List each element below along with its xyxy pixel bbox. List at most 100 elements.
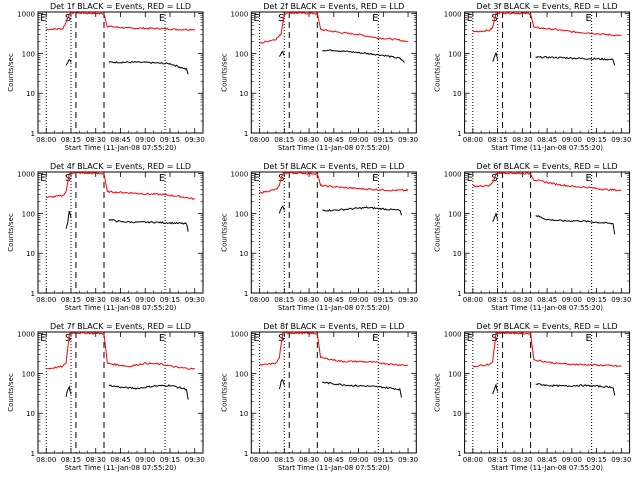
event-rate-line [278,379,285,390]
x-tick-label: 08:30 [299,136,319,144]
y-axis-label: Counts/sec [220,213,228,252]
y-tick-label: 100 [235,50,248,58]
x-tick-label: 09:30 [398,136,418,144]
y-axis-label: Counts/sec [7,213,15,252]
x-tick-label: 08:45 [324,136,344,144]
event-rate-line [535,215,616,235]
event-marker-label: S [491,333,497,344]
y-tick-label: 1000 [444,11,462,19]
event-marker-label: S [278,13,284,24]
y-tick-label: 100 [235,210,248,218]
event-marker-label: E [467,173,473,184]
chart-panel-7: Det 7f BLACK = Events, RED = LLD 1 10 100 10… [7,322,205,472]
x-tick-label: 08:15 [61,456,81,464]
plot-frame [250,171,417,294]
chart-panel-1: Det 1f BLACK = Events, RED = LLD 1 10 100 10… [7,2,205,152]
x-tick-label: 08:30 [512,456,532,464]
plot-frame [250,11,417,134]
y-axis-label: Counts/sec [434,213,442,252]
event-marker-label: E [372,173,378,184]
x-tick-label: 09:15 [587,296,607,304]
x-tick-label: 09:00 [348,456,368,464]
y-tick-label: 100 [448,370,461,378]
x-tick-label: 09:30 [185,456,205,464]
x-tick-label: 09:00 [135,296,155,304]
chart-title: Det 8f BLACK = Events, RED = LLD [263,322,404,331]
x-tick-label: 08:15 [274,296,294,304]
x-tick-label: 09:15 [373,456,393,464]
x-axis-label: Start Time (11-Jan-08 07:55:20) [491,464,603,472]
event-rate-line [278,205,285,214]
x-tick-label: 09:00 [562,296,582,304]
chart-panel-8: Det 8f BLACK = Events, RED = LLD 1 10 100 10… [220,322,418,472]
y-tick-label: 1000 [17,171,35,179]
y-tick-label: 100 [22,370,35,378]
y-tick-label: 1 [244,450,248,458]
x-tick-label: 08:45 [537,136,557,144]
x-tick-label: 09:30 [611,456,631,464]
x-tick-label: 08:00 [36,456,56,464]
event-rate-line [322,48,405,63]
event-rate-line [65,59,72,66]
y-tick-label: 1 [457,290,461,298]
y-tick-label: 10 [239,90,248,98]
x-tick-label: 09:30 [398,296,418,304]
x-tick-label: 09:00 [348,296,368,304]
x-tick-label: 08:00 [463,456,483,464]
x-tick-label: 09:00 [135,136,155,144]
y-tick-label: 1000 [230,331,248,339]
event-marker-label: E [585,173,591,184]
y-tick-label: 100 [235,370,248,378]
x-tick-label: 08:30 [299,456,319,464]
y-axis-label: Counts/sec [434,373,442,412]
x-tick-label: 09:15 [160,296,180,304]
event-rate-line [322,381,402,398]
x-tick-label: 09:00 [562,456,582,464]
x-tick-label: 09:00 [562,136,582,144]
plot-frame [37,331,204,454]
x-tick-label: 08:45 [537,296,557,304]
plot-frame [37,171,204,294]
y-tick-label: 10 [26,90,35,98]
chart-title: Det 1f BLACK = Events, RED = LLD [50,2,191,11]
chart-panel-3: Det 3f BLACK = Events, RED = LLD 1 10 100 10… [434,2,632,152]
lld-rate-line [472,171,622,192]
x-tick-label: 08:15 [274,456,294,464]
x-tick-label: 09:00 [348,136,368,144]
y-tick-label: 1 [31,450,35,458]
lld-rate-line [259,11,409,44]
x-tick-label: 08:00 [249,296,269,304]
y-tick-label: 10 [26,250,35,258]
y-tick-label: 10 [26,410,35,418]
y-tick-label: 100 [448,50,461,58]
x-tick-label: 08:15 [488,456,508,464]
event-marker-label: E [159,13,165,24]
chart-title: Det 9f BLACK = Events, RED = LLD [477,322,618,331]
chart-panel-4: Det 4f BLACK = Events, RED = LLD 1 10 100 10… [7,162,205,312]
x-tick-label: 09:15 [160,456,180,464]
x-tick-label: 09:15 [587,136,607,144]
chart-title: Det 3f BLACK = Events, RED = LLD [477,2,618,11]
x-tick-label: 08:45 [537,456,557,464]
event-rate-line [65,210,72,229]
x-tick-label: 09:15 [373,136,393,144]
lld-rate-line [46,331,195,370]
chart-title: Det 5f BLACK = Events, RED = LLD [263,162,404,171]
lld-rate-line [472,11,622,37]
y-tick-label: 10 [453,250,462,258]
y-axis-label: Counts/sec [434,53,442,92]
x-tick-label: 08:00 [463,296,483,304]
x-axis-label: Start Time (11-Jan-08 07:55:20) [278,144,390,152]
x-tick-label: 08:00 [36,136,56,144]
y-tick-label: 1000 [230,11,248,19]
y-tick-label: 1 [244,130,248,138]
x-tick-label: 08:15 [61,136,81,144]
lld-rate-line [46,171,195,200]
x-tick-label: 09:30 [611,136,631,144]
event-rate-line [322,206,402,216]
chart-title: Det 7f BLACK = Events, RED = LLD [50,322,191,331]
x-tick-label: 08:00 [36,296,56,304]
event-marker-label: E [467,333,473,344]
x-tick-label: 08:45 [324,296,344,304]
